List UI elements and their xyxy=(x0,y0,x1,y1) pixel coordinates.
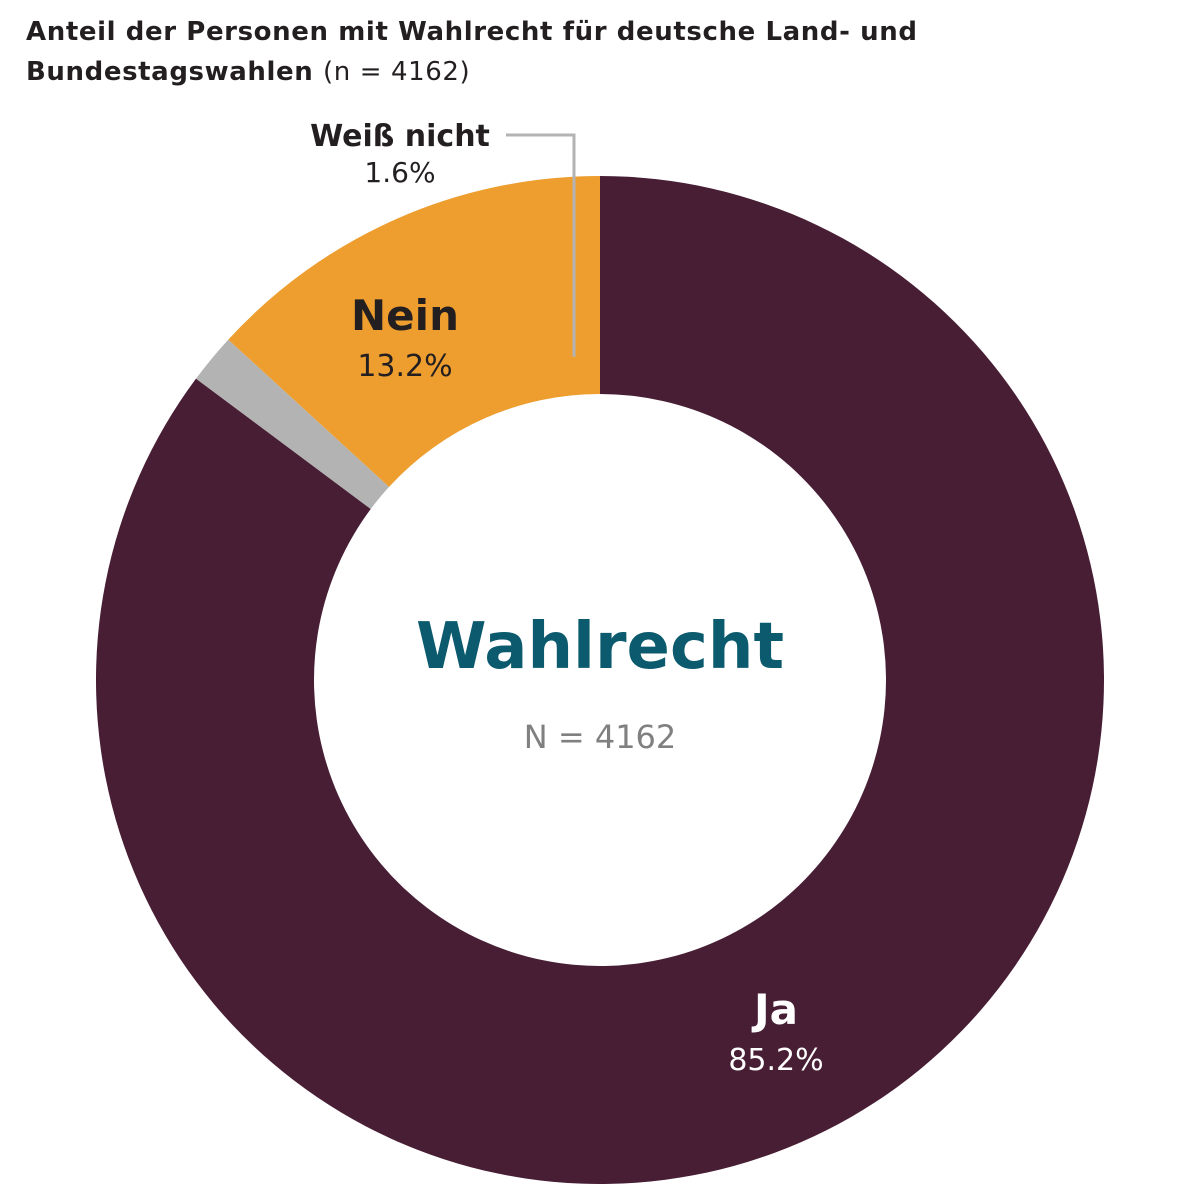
leader-line-weiss-nicht xyxy=(506,133,576,357)
slice-value-ja: 85.2% xyxy=(728,1043,823,1078)
slice-label-weiss-nicht: Weiß nicht xyxy=(310,119,490,154)
slice-weiss-nicht xyxy=(196,339,390,509)
slice-label-nein: Nein xyxy=(351,291,459,340)
slice-label-ja: Ja xyxy=(751,985,798,1034)
slice-value-nein: 13.2% xyxy=(357,349,452,384)
slice-nein xyxy=(228,175,600,487)
chart-title: Anteil der Personen mit Wahlrecht für de… xyxy=(26,12,1176,92)
center-sublabel: N = 4162 xyxy=(524,718,677,756)
chart-title-text: Anteil der Personen mit Wahlrecht für de… xyxy=(26,17,918,87)
center-label: Wahlrecht xyxy=(416,610,784,684)
chart-title-n: (n = 4162) xyxy=(323,57,471,87)
slice-ja xyxy=(96,176,1105,1184)
slice-value-weiss-nicht: 1.6% xyxy=(364,156,435,189)
